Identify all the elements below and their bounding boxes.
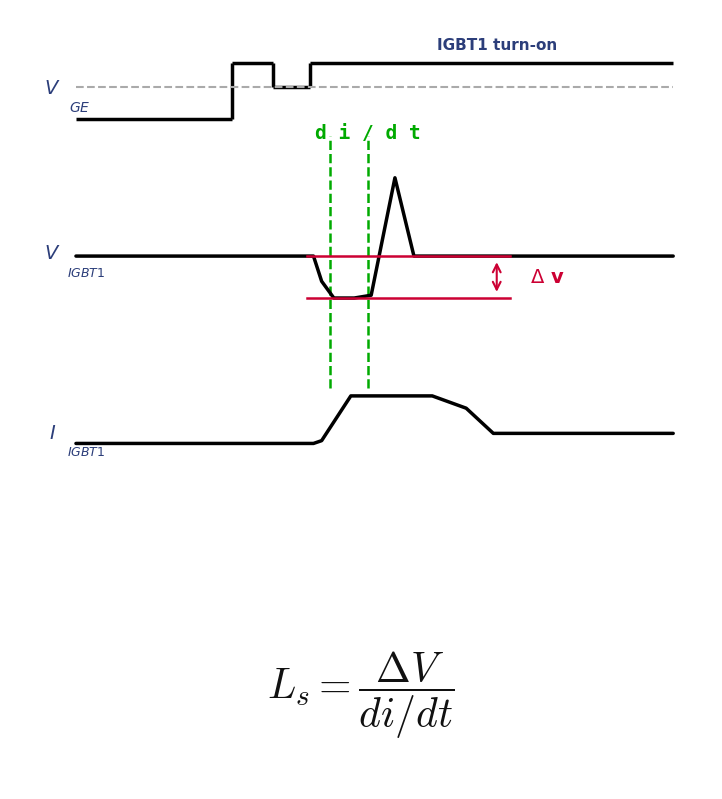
Text: $\mathit{V}$: $\mathit{V}$: [44, 244, 61, 263]
Text: $\mathit{V}$: $\mathit{V}$: [44, 79, 61, 97]
Text: $L_s = \dfrac{\Delta V}{di/dt}$: $L_s = \dfrac{\Delta V}{di/dt}$: [267, 650, 455, 741]
Text: $\Delta$ $\mathbf{v}$: $\Delta$ $\mathbf{v}$: [531, 268, 565, 287]
Text: $\mathit{IGBT1}$: $\mathit{IGBT1}$: [67, 268, 105, 280]
Text: $\mathit{GE}$: $\mathit{GE}$: [69, 101, 90, 115]
Text: $\mathit{I}$: $\mathit{I}$: [48, 424, 56, 443]
Text: $\mathit{IGBT1}$: $\mathit{IGBT1}$: [67, 447, 105, 459]
Text: IGBT1 turn-on: IGBT1 turn-on: [437, 38, 557, 53]
Text: d i / d t: d i / d t: [315, 124, 421, 142]
